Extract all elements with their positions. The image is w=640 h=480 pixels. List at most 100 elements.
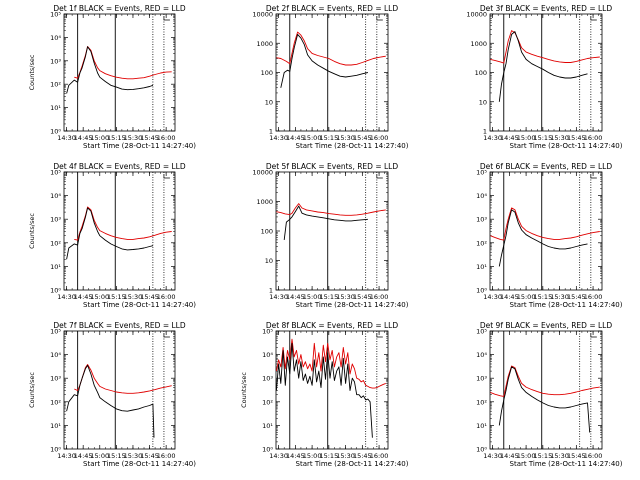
chart-title: Det 8f BLACK = Events, RED = LLD: [266, 321, 399, 330]
bracket-mark: [376, 16, 383, 21]
y-tick-label: 10⁵: [50, 169, 61, 177]
events-series-line: [283, 205, 368, 240]
y-tick-label: 10⁴: [262, 351, 273, 359]
y-tick-label: 10³: [50, 216, 61, 224]
y-tick-label: 10¹: [476, 263, 487, 271]
x-tick-label: 15:15: [533, 293, 552, 301]
x-tick-label: 15:45: [353, 452, 372, 460]
x-axis-label: Start Time (28-Oct-11 14:27:40): [510, 460, 623, 468]
y-tick-label: 1000: [256, 40, 273, 48]
x-tick-label: 14:45: [500, 452, 519, 460]
y-tick-label: 10⁴: [50, 34, 61, 42]
x-tick-label: 15:45: [567, 134, 586, 142]
chart-panel-3: Det 3f BLACK = Events, RED = LLD 1 10 100 10…: [466, 4, 622, 150]
y-tick-label: 10⁰: [476, 287, 487, 295]
chart-title: Det 7f BLACK = Events, RED = LLD: [53, 321, 186, 330]
x-tick-label: 15:15: [319, 293, 338, 301]
chart-title: Det 4f BLACK = Events, RED = LLD: [53, 162, 186, 171]
bracket-mark: [163, 174, 170, 179]
events-series-line: [66, 364, 155, 438]
x-tick-label: 15:30: [124, 293, 143, 301]
y-tick-label: 1000: [256, 198, 273, 206]
x-tick-label: 15:30: [124, 134, 143, 142]
x-tick-label: 14:30: [57, 293, 76, 301]
x-tick-label: 15:30: [336, 452, 355, 460]
x-tick-label: 15:45: [567, 452, 586, 460]
lld-series-line: [74, 46, 172, 80]
bracket-mark: [163, 16, 170, 21]
events-series-line: [280, 33, 369, 88]
x-tick-label: 15:45: [140, 134, 159, 142]
y-tick-label: 10⁵: [262, 328, 273, 336]
y-tick-label: 100: [475, 69, 487, 77]
x-tick-label: 14:30: [483, 134, 502, 142]
y-tick-label: 10⁴: [476, 192, 487, 200]
x-tick-label: 15:15: [107, 293, 126, 301]
plot-frame: [63, 171, 176, 291]
events-series-line: [275, 342, 373, 438]
x-tick-label: 14:30: [483, 293, 502, 301]
lld-series-line: [275, 338, 386, 389]
events-series-line: [66, 46, 154, 94]
x-axis-label: Start Time (28-Oct-11 14:27:40): [83, 142, 196, 150]
bracket-mark: [590, 333, 597, 338]
x-tick-label: 15:00: [90, 293, 109, 301]
chart-title: Det 3f BLACK = Events, RED = LLD: [480, 4, 613, 13]
lld-series-line: [490, 207, 600, 241]
x-tick-label: 15:00: [517, 452, 536, 460]
x-tick-label: 15:30: [124, 452, 143, 460]
plot-frame: [275, 171, 389, 291]
plot-frame: [489, 171, 603, 291]
y-tick-label: 10³: [262, 375, 273, 383]
x-tick-label: 15:00: [303, 134, 322, 142]
x-tick-label: 15:00: [90, 134, 109, 142]
events-series-line: [66, 207, 154, 260]
x-tick-label: 16:00: [370, 134, 389, 142]
x-tick-label: 15:45: [567, 293, 586, 301]
chart-panel-6: Det 6f BLACK = Events, RED = LLD 10⁰ 10¹ 10…: [476, 162, 623, 309]
x-axis-label: Start Time (28-Oct-11 14:27:40): [83, 460, 196, 468]
chart-panel-9: Det 9f BLACK = Events, RED = LLD 10⁰ 10¹ 10…: [476, 321, 623, 468]
chart-title: Det 2f BLACK = Events, RED = LLD: [266, 4, 399, 13]
plot-frame: [63, 330, 176, 450]
y-tick-label: 10⁵: [50, 11, 61, 19]
x-axis-label: Start Time (28-Oct-11 14:27:40): [83, 301, 196, 309]
chart-title: Det 9f BLACK = Events, RED = LLD: [480, 321, 613, 330]
y-tick-label: 10000: [252, 169, 273, 177]
x-tick-label: 15:30: [550, 452, 569, 460]
x-tick-label: 16:00: [584, 452, 603, 460]
bracket-mark: [376, 333, 383, 338]
x-tick-label: 14:45: [286, 134, 305, 142]
y-tick-label: 10¹: [50, 422, 61, 430]
y-tick-label: 10⁰: [50, 128, 61, 136]
x-tick-label: 15:15: [533, 452, 552, 460]
x-axis-label: Start Time (28-Oct-11 14:27:40): [510, 142, 623, 150]
y-axis-label: Counts/sec: [28, 54, 36, 90]
x-tick-label: 14:45: [286, 293, 305, 301]
chart-panel-2: Det 2f BLACK = Events, RED = LLD 1 10 100 10…: [252, 4, 408, 150]
chart-title: Det 1f BLACK = Events, RED = LLD: [53, 4, 186, 13]
x-tick-label: 16:00: [157, 134, 176, 142]
chart-title: Det 6f BLACK = Events, RED = LLD: [480, 162, 613, 171]
x-tick-label: 15:15: [319, 134, 338, 142]
y-tick-label: 10³: [50, 57, 61, 65]
x-tick-label: 14:30: [483, 452, 502, 460]
x-tick-label: 14:45: [74, 452, 93, 460]
x-tick-label: 15:45: [353, 134, 372, 142]
y-tick-label: 10²: [476, 398, 487, 406]
x-tick-label: 16:00: [584, 293, 603, 301]
y-tick-label: 10: [479, 98, 487, 106]
chart-panel-4: Det 4f BLACK = Events, RED = LLD 10⁰ 10¹ 10…: [28, 162, 196, 309]
x-axis-label: Start Time (28-Oct-11 14:27:40): [510, 301, 623, 309]
y-tick-label: 100: [261, 228, 273, 236]
y-tick-label: 10²: [50, 239, 61, 247]
x-axis-label: Start Time (28-Oct-11 14:27:40): [296, 301, 409, 309]
y-tick-label: 1: [483, 128, 487, 136]
y-tick-label: 10¹: [50, 263, 61, 271]
x-tick-label: 15:30: [336, 134, 355, 142]
x-tick-label: 15:45: [353, 293, 372, 301]
x-tick-label: 15:30: [550, 134, 569, 142]
bracket-mark: [590, 174, 597, 179]
bracket-mark: [163, 333, 170, 338]
chart-panel-8: Det 8f BLACK = Events, RED = LLD 10⁰ 10¹ 10…: [240, 321, 409, 468]
